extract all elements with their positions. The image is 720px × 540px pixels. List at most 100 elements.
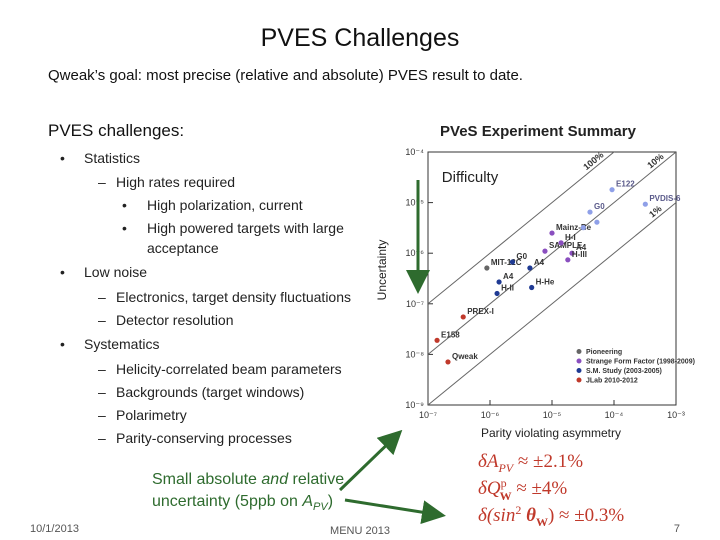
point-label: G0 — [594, 202, 605, 211]
chart: PVeS Experiment Summary Uncertainty Parity… — [375, 123, 695, 440]
sub-bullet-text: Detector resolution — [116, 312, 234, 328]
bullet: • — [122, 197, 127, 213]
data-point — [569, 250, 575, 256]
guide-line — [428, 152, 615, 305]
legend-marker — [576, 377, 582, 383]
eq-lhs: δ(sin — [478, 505, 515, 526]
dash: – — [98, 174, 106, 190]
legend-marker — [576, 368, 582, 373]
arrow — [338, 429, 403, 492]
data-point — [496, 279, 502, 285]
point-label: MIT-12C — [491, 258, 522, 267]
dash: – — [98, 289, 106, 305]
point-label: E158 — [441, 330, 460, 339]
point-label: SAMPLE — [549, 241, 583, 250]
equations: δAPV ≈ ±2.1%δQp W ≈ ±4%δ(sin2 θW) ≈ ±0.3% — [478, 451, 624, 529]
point-label: H-I — [565, 233, 576, 242]
guide-line — [428, 152, 676, 355]
section-heading: PVES challenges: — [48, 121, 184, 140]
plot-frame — [427, 151, 677, 406]
point-label: A4 — [503, 272, 514, 281]
y-tick-label: 10⁻⁷ — [406, 299, 424, 309]
data-point — [445, 359, 451, 365]
legend-label: Pioneering — [586, 349, 622, 356]
sub-sub-bullet-text: High powered targets with large — [147, 220, 344, 236]
equation: δAPV ≈ ±2.1% — [478, 451, 583, 475]
eq-sup: p — [501, 476, 507, 490]
data-point — [529, 284, 535, 291]
y-tick-label: 10⁻⁵ — [406, 198, 425, 208]
point-label: H-He — [536, 277, 555, 286]
footer-date: 10/1/2013 — [30, 523, 79, 535]
data-point — [509, 259, 516, 265]
eq-rhs: ≈ ±4% — [512, 478, 568, 499]
dash: – — [98, 430, 106, 446]
legend-label: S.M. Study (2003-2005) — [586, 368, 662, 375]
sub-sub-bullet-text: High polarization, current — [147, 197, 303, 213]
eq-sup: 2 — [515, 503, 521, 517]
x-tick-label: 10⁻⁷ — [419, 410, 437, 420]
bullet-text: Low noise — [84, 264, 147, 280]
slide-title: PVES Challenges — [261, 24, 460, 52]
y-tick-label: 10⁻⁴ — [405, 147, 424, 157]
bullet: • — [122, 220, 127, 236]
point-label: G0 — [516, 252, 527, 261]
point-label: Qweak — [452, 352, 478, 361]
arrow — [344, 498, 446, 525]
x-tick-label: 10⁻⁵ — [543, 410, 562, 420]
sub-bullet-text: Electronics, target density fluctuations — [116, 289, 351, 305]
bullet-text: Statistics — [84, 150, 140, 166]
legend-marker — [576, 349, 582, 354]
bullet-list: • Statistics– High rates required• High pol… — [60, 150, 351, 446]
eq-rhs: ≈ ±2.1% — [513, 451, 583, 472]
point-label: E122 — [616, 180, 635, 189]
data-point — [587, 209, 593, 215]
data-point — [549, 230, 555, 236]
sub-bullet-text: High rates required — [116, 174, 235, 190]
point-label: H-III — [572, 250, 587, 259]
equation: δQp W ≈ ±4% — [478, 476, 567, 503]
data-point — [460, 314, 466, 320]
bullet: • — [60, 150, 65, 166]
chart-title: PVeS Experiment Summary — [440, 123, 637, 140]
callout-line: uncertainty (5ppb on APV) — [152, 493, 333, 513]
y-tick-label: 10⁻⁹ — [405, 400, 424, 410]
dash: – — [98, 312, 106, 328]
point-label: Mainz-Be — [556, 223, 592, 232]
bullet-text: Systematics — [84, 336, 159, 352]
x-tick-label: 10⁻⁴ — [605, 410, 624, 420]
sub-bullet-text: Parity-conserving processes — [116, 430, 292, 446]
data-point — [594, 219, 600, 225]
x-tick-label: 10⁻⁶ — [481, 410, 500, 420]
point-label: A4 — [534, 258, 545, 267]
point-label: PREX-I — [467, 307, 494, 316]
guide-line — [428, 202, 676, 405]
callout-line: Small absolute and relative — [152, 471, 344, 488]
x-axis-label: Parity violating asymmetry — [481, 426, 621, 440]
bullet: • — [60, 264, 65, 280]
bullet: • — [60, 336, 65, 352]
sub-bullet-text: Backgrounds (target windows) — [116, 384, 304, 400]
data-point — [558, 240, 564, 246]
data-point — [434, 337, 440, 343]
data-point — [642, 201, 648, 207]
data-point — [494, 290, 500, 297]
data-point — [565, 257, 571, 263]
y-tick-label: 10⁻⁸ — [405, 349, 424, 359]
dash: – — [98, 384, 106, 400]
eq-mid: θ — [521, 505, 536, 526]
data-point — [484, 265, 490, 271]
legend-marker — [576, 358, 582, 364]
sub-bullet-text: Polarimetry — [116, 407, 187, 423]
eq-sub: W — [500, 489, 512, 503]
eq-sub: PV — [497, 461, 514, 475]
dash: – — [98, 361, 106, 377]
eq-lhs: δA — [478, 451, 499, 472]
eq-lhs: δQ — [478, 478, 501, 499]
page-number: 7 — [674, 523, 680, 535]
legend-label: JLab 2010-2012 — [586, 378, 638, 385]
callout: Small absolute and relative uncertainty … — [152, 471, 344, 513]
footer-event: MENU 2013 — [330, 525, 390, 537]
sub-sub-bullet-text: acceptance — [147, 240, 219, 256]
